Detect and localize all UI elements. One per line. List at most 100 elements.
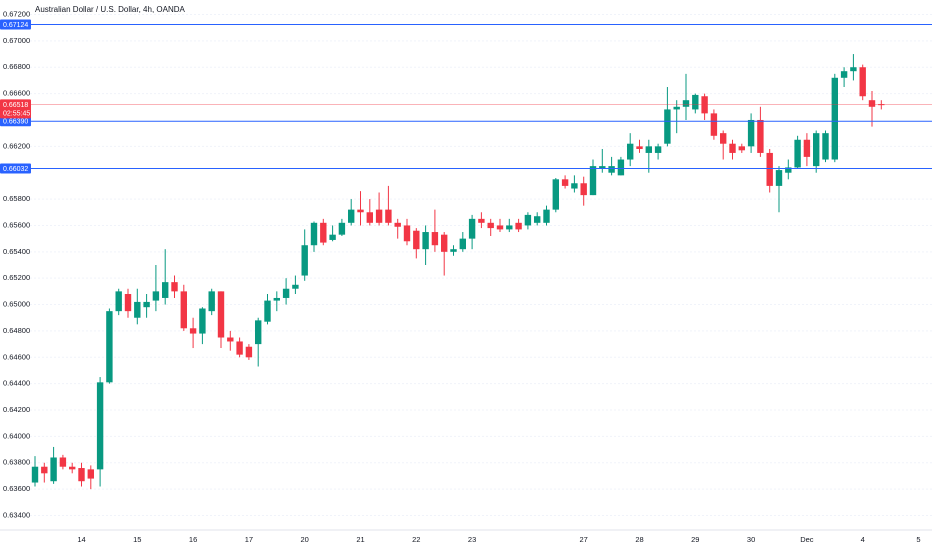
price-level-badge (0, 19, 31, 30)
candle-body (171, 282, 178, 292)
candle-body (115, 291, 122, 312)
x-tick-label: 16 (189, 535, 197, 544)
candle-body (87, 469, 94, 479)
candle-body (468, 218, 476, 239)
axis-labels: 0.67200 0.67000 0.66800 0.66600 0.66200 0.658… (0, 9, 921, 544)
candle-body (496, 225, 504, 230)
candle-body (96, 382, 104, 470)
candle-body (180, 291, 187, 329)
candle-body (766, 152, 773, 186)
y-tick-label: 0.64600 (3, 352, 30, 361)
price-level-label: 0.66032 (3, 166, 28, 173)
y-tick-label: 0.63600 (3, 484, 30, 493)
candle-body (561, 179, 569, 186)
candle-body (822, 133, 829, 160)
candle-body (134, 301, 141, 318)
candle-body (152, 291, 160, 301)
candle-body (255, 320, 262, 345)
candle-body (868, 100, 876, 107)
x-tick-label: 22 (412, 535, 420, 544)
x-tick-label: 4 (861, 535, 865, 544)
x-tick-label: 29 (691, 535, 699, 544)
y-tick-label: 0.64400 (3, 379, 30, 388)
y-tick-label: 0.65600 (3, 220, 30, 229)
candle-body (199, 308, 206, 334)
price-level-badge (0, 163, 31, 174)
last-price-badge (0, 99, 31, 119)
y-tick-label: 0.66600 (3, 89, 30, 98)
last-price-label: 0.66518 (3, 102, 28, 109)
candle-body (627, 143, 634, 160)
candle-body (41, 466, 48, 474)
candle-body (78, 468, 85, 482)
y-tick-label: 0.63400 (3, 510, 30, 519)
candle-body (264, 300, 271, 322)
x-tick-label: 20 (301, 535, 309, 544)
candle-body (385, 209, 392, 223)
price-level-label: 0.66390 (3, 119, 28, 126)
candle-body (189, 328, 197, 334)
candle-body (617, 159, 625, 176)
candle-body (310, 222, 318, 246)
candle-body (673, 106, 680, 110)
candle-body (738, 146, 745, 151)
candle-body (236, 341, 243, 355)
y-tick-label: 0.63800 (3, 458, 30, 467)
y-tick-label: 0.66800 (3, 62, 30, 71)
y-tick-label: 0.64800 (3, 326, 30, 335)
candle-body (701, 96, 708, 114)
candle-body (320, 222, 327, 243)
candle-body (459, 238, 466, 250)
y-tick-label: 0.67200 (3, 9, 30, 18)
candle-body (785, 167, 792, 173)
candle-body (534, 216, 541, 223)
candle-body (292, 284, 299, 289)
candle-body (589, 166, 597, 196)
candle-body (515, 222, 522, 230)
candle-body (729, 143, 736, 153)
candle-body (431, 232, 439, 246)
candle-body (31, 466, 39, 483)
candle-body (450, 249, 457, 252)
y-tick-label: 0.67000 (3, 36, 30, 45)
candle-body (143, 301, 150, 308)
candle-body (859, 67, 866, 97)
candle-body (69, 466, 76, 470)
candle-body (580, 183, 587, 196)
y-tick-label: 0.65400 (3, 247, 30, 256)
x-tick-label: 15 (133, 535, 141, 544)
x-tick-label: 21 (356, 535, 364, 544)
candle-body (422, 232, 429, 250)
y-tick-label: 0.65800 (3, 194, 30, 203)
chart-title: Australian Dollar / U.S. Dollar, 4h, OAN… (35, 5, 185, 14)
candle-body (487, 222, 494, 229)
candle-body (403, 225, 411, 242)
candle-body (50, 457, 57, 482)
y-tick-label: 0.65000 (3, 300, 30, 309)
candle-body (543, 209, 550, 223)
x-tick-label: 23 (468, 535, 476, 544)
candle-body (747, 119, 755, 147)
candle-body (441, 234, 448, 252)
candle-body (478, 218, 485, 223)
candle-body (720, 133, 727, 144)
candle-body (850, 67, 857, 72)
candle-body (375, 209, 383, 223)
candle-body (608, 166, 615, 173)
candle-body (840, 71, 848, 78)
candle-body (357, 209, 364, 213)
x-tick-label: 17 (245, 535, 253, 544)
candle-body (338, 222, 346, 235)
countdown-label: 02:55:45 (3, 110, 30, 117)
x-tick-label: 14 (77, 535, 85, 544)
candle-body (524, 214, 532, 226)
candle-body (831, 77, 838, 160)
candle-body (664, 109, 671, 144)
x-tick-label: Dec (800, 535, 814, 544)
x-tick-label: 5 (916, 535, 920, 544)
candle-body (329, 234, 336, 240)
candle-body (301, 245, 308, 276)
candle-body (227, 337, 234, 342)
candle-body (273, 297, 280, 301)
